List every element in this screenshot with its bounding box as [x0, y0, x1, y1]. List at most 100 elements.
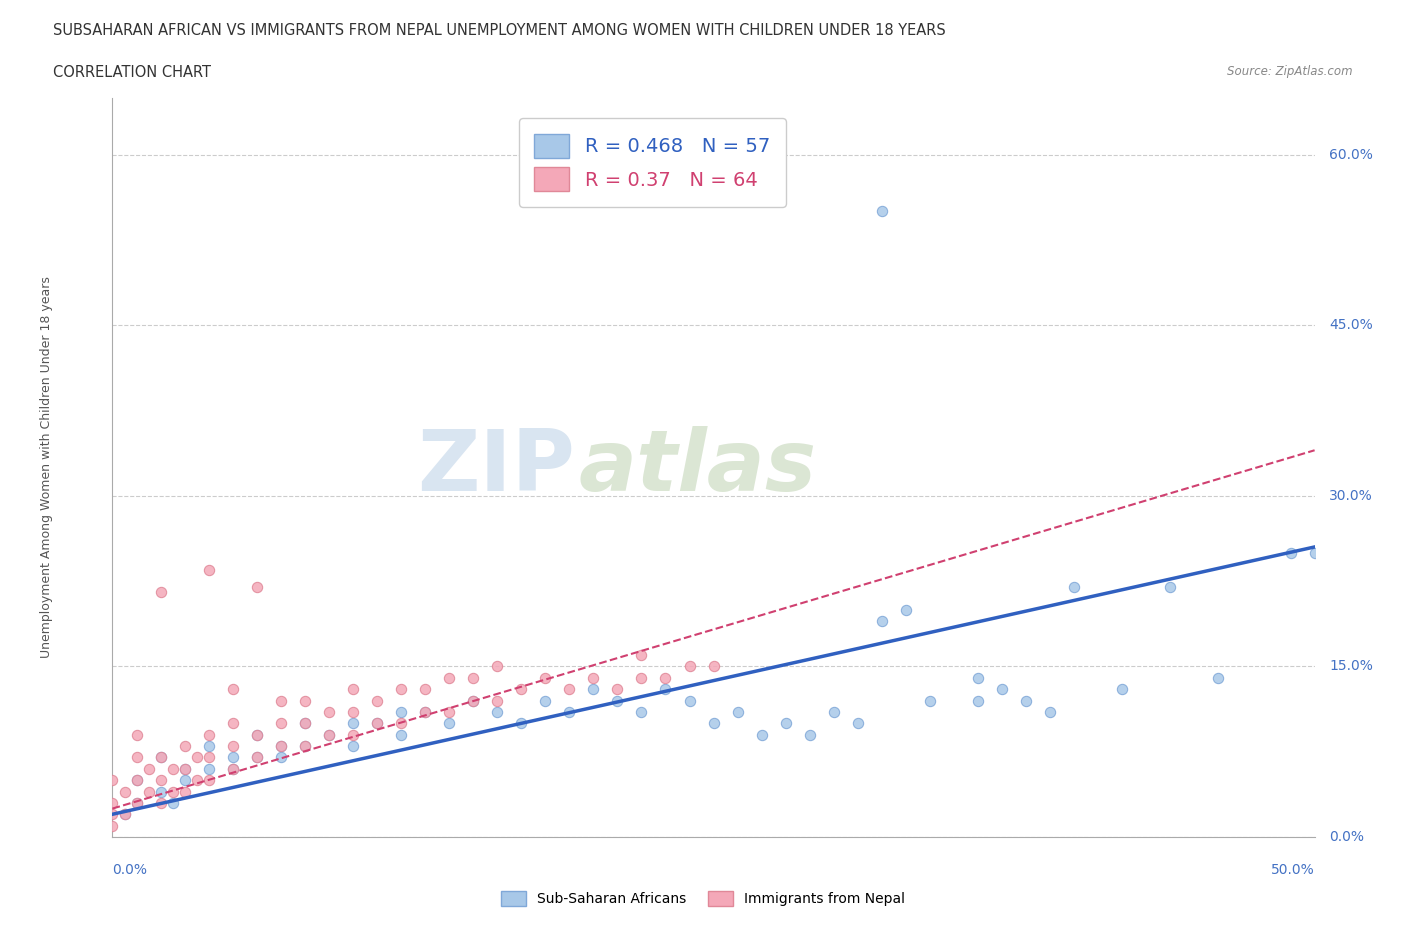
- Point: [197, 750, 219, 764]
- Point: [101, 807, 124, 822]
- Point: [270, 693, 292, 708]
- Point: [294, 738, 316, 753]
- Point: [114, 807, 136, 822]
- Point: [461, 693, 484, 708]
- Point: [318, 704, 340, 719]
- Point: [510, 682, 533, 697]
- Point: [114, 807, 136, 822]
- Point: [630, 704, 652, 719]
- Text: Unemployment Among Women with Children Under 18 years: Unemployment Among Women with Children U…: [39, 276, 53, 658]
- Point: [294, 716, 316, 731]
- Point: [534, 693, 557, 708]
- Point: [149, 784, 172, 799]
- Point: [678, 693, 700, 708]
- Text: 45.0%: 45.0%: [1329, 318, 1372, 332]
- Point: [246, 727, 269, 742]
- Point: [991, 682, 1014, 697]
- Point: [162, 762, 184, 777]
- Point: [149, 795, 172, 810]
- Point: [101, 773, 124, 788]
- Point: [775, 716, 797, 731]
- Point: [366, 716, 388, 731]
- Point: [918, 693, 941, 708]
- Point: [846, 716, 869, 731]
- Point: [606, 682, 628, 697]
- Point: [967, 671, 990, 685]
- Point: [342, 738, 364, 753]
- Point: [222, 738, 245, 753]
- Point: [270, 738, 292, 753]
- Point: [197, 563, 219, 578]
- Point: [413, 704, 436, 719]
- Point: [222, 716, 245, 731]
- Point: [1303, 545, 1326, 560]
- Point: [389, 727, 412, 742]
- Point: [437, 671, 460, 685]
- Point: [389, 716, 412, 731]
- Point: [173, 784, 195, 799]
- Text: 30.0%: 30.0%: [1329, 489, 1372, 503]
- Point: [197, 762, 219, 777]
- Point: [558, 682, 581, 697]
- Point: [413, 704, 436, 719]
- Point: [173, 738, 195, 753]
- Point: [751, 727, 773, 742]
- Point: [149, 585, 172, 600]
- Point: [461, 693, 484, 708]
- Point: [173, 762, 195, 777]
- Point: [197, 773, 219, 788]
- Legend: R = 0.468   N = 57, R = 0.37   N = 64: R = 0.468 N = 57, R = 0.37 N = 64: [519, 118, 786, 206]
- Point: [678, 659, 700, 674]
- Point: [486, 704, 509, 719]
- Point: [149, 750, 172, 764]
- Point: [582, 671, 605, 685]
- Point: [186, 750, 208, 764]
- Point: [149, 773, 172, 788]
- Point: [534, 671, 557, 685]
- Text: ZIP: ZIP: [418, 426, 575, 509]
- Text: 15.0%: 15.0%: [1329, 659, 1372, 673]
- Point: [173, 762, 195, 777]
- Point: [437, 716, 460, 731]
- Text: 50.0%: 50.0%: [1271, 863, 1315, 877]
- Point: [149, 750, 172, 764]
- Point: [101, 818, 124, 833]
- Point: [654, 682, 676, 697]
- Text: SUBSAHARAN AFRICAN VS IMMIGRANTS FROM NEPAL UNEMPLOYMENT AMONG WOMEN WITH CHILDR: SUBSAHARAN AFRICAN VS IMMIGRANTS FROM NE…: [53, 23, 946, 38]
- Point: [823, 704, 845, 719]
- Point: [125, 795, 148, 810]
- Text: atlas: atlas: [579, 426, 817, 509]
- Point: [294, 716, 316, 731]
- Point: [125, 773, 148, 788]
- Point: [799, 727, 821, 742]
- Point: [1015, 693, 1038, 708]
- Point: [246, 750, 269, 764]
- Text: Source: ZipAtlas.com: Source: ZipAtlas.com: [1227, 65, 1353, 78]
- Point: [138, 784, 160, 799]
- Point: [294, 738, 316, 753]
- Point: [486, 659, 509, 674]
- Point: [967, 693, 990, 708]
- Point: [222, 762, 245, 777]
- Point: [197, 727, 219, 742]
- Point: [510, 716, 533, 731]
- Point: [894, 602, 917, 617]
- Point: [437, 704, 460, 719]
- Legend: Sub-Saharan Africans, Immigrants from Nepal: Sub-Saharan Africans, Immigrants from Ne…: [496, 885, 910, 912]
- Point: [1039, 704, 1062, 719]
- Point: [870, 614, 893, 629]
- Point: [1111, 682, 1133, 697]
- Point: [654, 671, 676, 685]
- Point: [173, 773, 195, 788]
- Point: [1208, 671, 1230, 685]
- Text: 0.0%: 0.0%: [1329, 830, 1364, 844]
- Point: [162, 795, 184, 810]
- Point: [197, 738, 219, 753]
- Point: [162, 784, 184, 799]
- Point: [366, 693, 388, 708]
- Point: [606, 693, 628, 708]
- Point: [270, 738, 292, 753]
- Point: [186, 773, 208, 788]
- Text: 60.0%: 60.0%: [1329, 148, 1372, 162]
- Point: [461, 671, 484, 685]
